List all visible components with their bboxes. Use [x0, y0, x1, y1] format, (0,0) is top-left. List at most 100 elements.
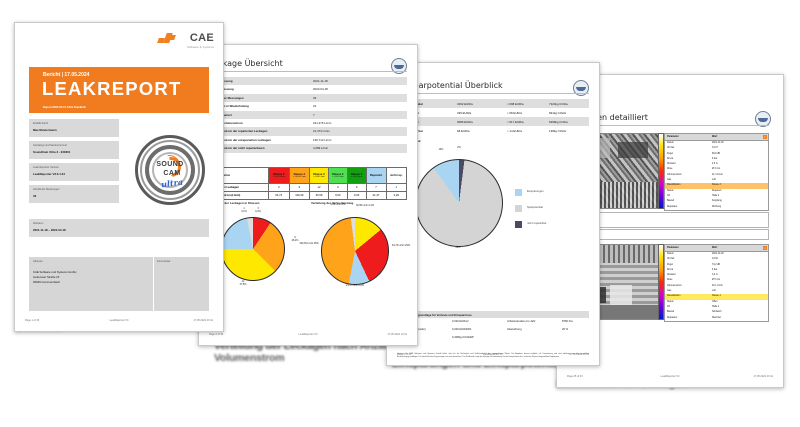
table-row: CO2 Emission 0,408kg CO2/kWh — [400, 336, 474, 339]
close-icon[interactable]: × — [762, 134, 767, 140]
pie-chart-loss-distribution — [321, 217, 389, 285]
param-name: Klassifikation — [667, 184, 681, 187]
classification-table: Klassifikation Klasse 5> 10,00 L/min Kla… — [209, 167, 408, 200]
report-page-3[interactable]: Einsparpotential Überblick Gesamtpotenti… — [386, 62, 600, 366]
cover-title: LEAKREPORT — [42, 78, 182, 99]
param-name: Volumenstrom — [667, 173, 682, 176]
footer-timestamp: 17.05.2024 13:41 — [387, 333, 407, 336]
table-row: Luftkosten 0,020 EUR/m³ Arbeitsstunden p… — [400, 320, 573, 323]
param-name: Düse — [667, 279, 673, 282]
param-value: 21,4 L/min — [712, 173, 723, 176]
legend-swatch-sparpotential — [515, 205, 522, 212]
table-row: Gesamtpotential 3492 EUR/a ≈ 698 EUR/a 7… — [397, 99, 589, 108]
param-value: Halle 1 — [712, 305, 720, 308]
basis-table: Berechnungsgrundlage für Verluste und Ei… — [397, 311, 589, 342]
page2-title: Leckage Übersicht — [209, 59, 283, 68]
table-row: Energiekosten (netto) 0,200 EUR/kWh Abwe… — [400, 328, 569, 331]
param-value: 3,2 m — [712, 274, 718, 277]
param-value: 69,8 dB — [712, 152, 720, 155]
page3-rule — [397, 93, 589, 94]
param-value: Offen — [712, 300, 718, 303]
report-page-2[interactable]: Leckage Übersicht Erste Messung2021-11-1… — [198, 44, 418, 346]
pie-a-label-nrep: 1 3,1% — [241, 207, 247, 213]
report-page-1-cover[interactable]: CAE Software & Systems Bericht | 17.05.2… — [14, 22, 224, 332]
pie-label-sparpotential: 88% — [455, 246, 461, 249]
legend-label-einsparungen: Einsparungen — [527, 190, 544, 193]
parameter-table-1: Parameter Wert × Datum 2021-11-18 Uhrzeit… — [664, 133, 769, 211]
pie-label-einsparungen: 10% — [438, 148, 444, 151]
footer-app: LeakReporter V3 — [660, 375, 680, 378]
param-value: 6 bar — [712, 157, 718, 160]
param-name: Uhrzeit — [667, 147, 675, 150]
param-value: Halle 2 — [712, 194, 720, 197]
table-row: Leckagen in Wiederholung 24 — [212, 104, 317, 109]
param-value: Wechsel — [712, 316, 721, 319]
page-number: Page 25 of 33 — [567, 375, 583, 378]
page3-footer: Page 3 of 33 LeakReporter V3 17.05.2024 … — [387, 353, 599, 361]
table-row: Anzahl der Messungen 33 — [209, 93, 407, 103]
param-value: Schlauch — [712, 311, 722, 314]
param-value: 4,5 m — [712, 163, 718, 166]
param-value: Repariert — [712, 189, 722, 192]
param-value: Luft — [712, 179, 716, 182]
parameter-table-1-header: Parameter Wert × — [665, 134, 768, 141]
param-value: 40,1 L/min — [712, 284, 723, 287]
param-value: 13:27 — [712, 147, 718, 150]
pie-b-label-k3: 30,59 L/min 14% — [356, 204, 374, 207]
legend-label-nichtreparierbar: nicht reparierbar — [527, 222, 547, 225]
pie-a-label-k3: 12 37,5% — [239, 280, 247, 286]
cover-banner: Bericht | 17.05.2024 LEAKREPORT Report 2… — [29, 67, 209, 113]
close-icon[interactable]: × — [762, 245, 767, 251]
param-name: Datum — [667, 142, 674, 144]
cae-logo: CAE Software & Systems — [156, 31, 214, 51]
param-value: Klasse 3 — [712, 184, 721, 187]
pie-b-label-nrep: 4,29 L/min 2% — [330, 203, 346, 206]
page-number: Page 3 of 33 — [397, 353, 412, 356]
cover-report-id: Report 2024-05-17-1341 Druckluft — [43, 106, 86, 109]
param-value: 14:02 — [712, 258, 718, 261]
param-value: Luft — [712, 290, 716, 293]
param-name: Gas — [667, 179, 672, 182]
param-name: Düse — [667, 168, 673, 171]
cover-field-count: Anzahl der Messungen 33 — [29, 185, 119, 203]
footer-app: LeakReporter V3 — [483, 353, 503, 356]
page1-footer: Page 1 of 33 LeakReporter V3 17.05.2024 … — [15, 319, 223, 327]
parameter-table-2-header: Parameter Wert × — [665, 245, 768, 252]
param-name: Ort — [667, 194, 671, 197]
footer-timestamp: 17.05.2024 13:41 — [193, 319, 213, 322]
param-name: Pegel — [667, 263, 673, 266]
pie-b-label-k4: 100,39 L/min 45% — [299, 242, 319, 245]
param-value: Klasse 4 — [712, 295, 721, 298]
table-row: Volumenstrom der unreparierten Leckagen 1… — [212, 137, 332, 142]
param-name: Uhrzeit — [667, 258, 675, 261]
parameter-table-2: Parameter Wert × Datum 2021-11-18 Uhrzeit… — [664, 244, 769, 322]
param-name: Pegel — [667, 152, 673, 155]
savings-pie-chart — [415, 159, 503, 247]
footer-app: LeakReporter V3 — [298, 333, 318, 336]
param-name: Bauteil — [667, 200, 675, 203]
param-name: Gas — [667, 290, 672, 293]
page2-footer: Page 2 of 33 LeakReporter V3 17.05.2024 … — [199, 333, 417, 341]
param-name: Status — [667, 300, 674, 303]
pie-b-label-k5: 64,74 L/min 29% — [392, 244, 410, 247]
table-row: Einsparungen 339 EUR/a ≈ 68 EUR/a 691kg … — [400, 110, 567, 115]
page4-title: Leckagen detailliert — [569, 113, 648, 122]
table-row: Gesamtvolumenstrom 221,476 L/min — [212, 120, 332, 125]
pie-chart-leakage-classes — [221, 217, 285, 281]
disclaimer-text: Hinweis: Die CAE Software und Systems Gm… — [397, 353, 589, 358]
param-name: Druck — [667, 268, 673, 271]
param-name: Volumenstrom — [667, 284, 682, 287]
footer-app: LeakReporter V3 — [109, 319, 129, 322]
savings-table: Gesamtpotential 3492 EUR/a ≈ 698 EUR/a 7… — [397, 99, 589, 135]
param-name: Reparatur — [667, 316, 678, 319]
param-value: 2021-11-18 — [712, 253, 724, 255]
param-name: Abstand — [667, 163, 676, 166]
table-row: nicht reparierbar 68 EUR/a ≈ 14 EUR/a 13… — [400, 128, 567, 133]
param-name: Abstand — [667, 274, 676, 277]
pie-b-title: Verteilung der Verlustleistung — [311, 201, 354, 205]
param-value: Kupplung — [712, 200, 722, 203]
pie-label-nichtreparierbar: 2% — [457, 146, 461, 149]
param-value: 6 bar — [712, 268, 718, 271]
